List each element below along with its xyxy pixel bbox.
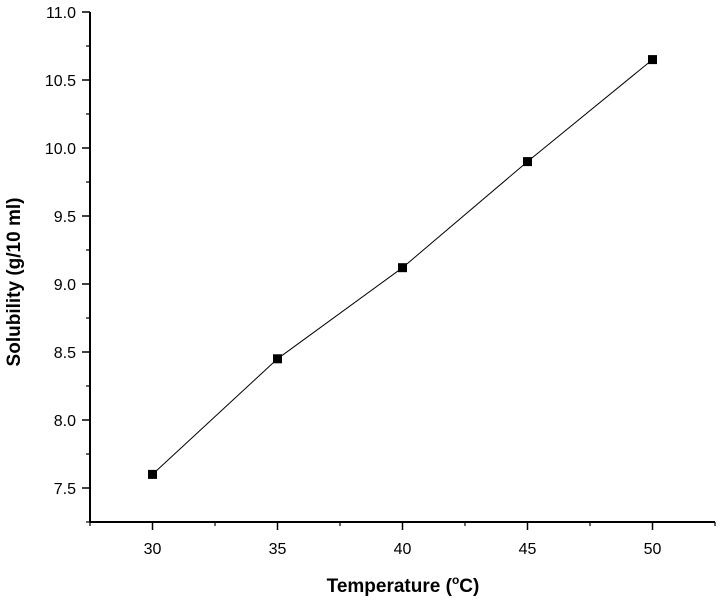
y-tick-label: 10.5 bbox=[45, 73, 76, 90]
y-axis-ticks: 7.5 8.0 8.5 9.0 9.5 10.0 10.5 11.0 bbox=[45, 5, 90, 523]
data-point-marker bbox=[273, 354, 282, 364]
y-tick-label: 9.0 bbox=[54, 277, 76, 294]
data-point-marker bbox=[398, 263, 407, 273]
x-tick-label: 35 bbox=[269, 541, 287, 558]
x-axis-title: Temperature (oC) bbox=[327, 573, 480, 597]
y-tick-label: 8.5 bbox=[54, 345, 76, 362]
x-tick-label: 45 bbox=[519, 541, 537, 558]
data-point-marker bbox=[148, 469, 157, 479]
data-point-marker bbox=[648, 55, 657, 65]
y-tick-label: 8.0 bbox=[54, 413, 76, 430]
x-tick-label: 50 bbox=[644, 541, 662, 558]
x-axis-ticks: 30 35 40 45 50 bbox=[89, 522, 716, 558]
y-tick-label: 7.5 bbox=[54, 481, 76, 498]
x-tick-label: 30 bbox=[144, 541, 162, 558]
y-tick-label: 10.0 bbox=[45, 141, 76, 158]
series-layer bbox=[148, 55, 657, 479]
y-tick-label: 11.0 bbox=[46, 5, 76, 22]
x-tick-label: 40 bbox=[394, 541, 412, 558]
y-tick-label: 9.5 bbox=[54, 209, 76, 226]
y-axis-title: Solubility (g/10 ml) bbox=[4, 198, 25, 367]
data-point-marker bbox=[523, 157, 532, 167]
